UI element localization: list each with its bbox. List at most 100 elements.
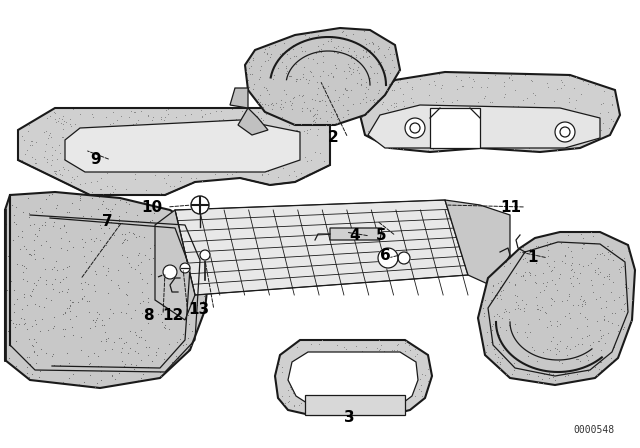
Point <box>532 125 542 132</box>
Point <box>587 117 597 125</box>
Point <box>292 126 302 133</box>
Point <box>280 142 291 150</box>
Point <box>115 139 125 146</box>
Point <box>54 361 65 368</box>
Point <box>287 99 298 107</box>
Point <box>532 301 542 308</box>
Point <box>389 103 399 110</box>
Point <box>413 385 424 392</box>
Point <box>104 190 115 197</box>
Point <box>51 118 61 125</box>
Point <box>285 97 295 104</box>
Point <box>64 374 74 381</box>
Point <box>154 255 164 263</box>
Point <box>522 370 532 377</box>
Point <box>47 280 57 287</box>
Point <box>596 358 606 366</box>
Point <box>97 146 108 154</box>
Point <box>138 370 148 377</box>
Point <box>339 373 349 380</box>
Point <box>596 335 606 342</box>
Point <box>591 132 602 139</box>
Point <box>19 316 29 323</box>
Point <box>587 115 597 122</box>
Point <box>299 98 309 105</box>
Point <box>76 151 86 158</box>
Point <box>370 95 380 102</box>
Point <box>110 200 120 207</box>
Point <box>532 306 542 313</box>
Point <box>243 112 253 119</box>
Point <box>91 166 101 173</box>
Point <box>97 246 107 253</box>
Point <box>387 144 397 151</box>
Point <box>22 127 33 134</box>
Point <box>598 120 608 127</box>
Point <box>526 76 536 83</box>
Point <box>364 52 374 60</box>
Point <box>398 90 408 97</box>
Point <box>262 43 273 50</box>
Point <box>365 74 375 82</box>
Point <box>548 257 559 264</box>
Point <box>133 150 143 157</box>
Point <box>241 165 251 172</box>
Point <box>140 143 150 151</box>
Point <box>46 161 56 168</box>
Point <box>81 279 91 286</box>
Point <box>87 195 97 202</box>
Point <box>468 137 479 144</box>
Point <box>189 148 200 155</box>
Point <box>618 254 628 262</box>
Point <box>340 358 350 365</box>
Point <box>164 273 174 280</box>
Point <box>147 217 157 224</box>
Point <box>360 90 370 97</box>
Point <box>287 105 297 112</box>
Point <box>356 409 367 417</box>
Point <box>341 31 351 39</box>
Point <box>130 266 140 273</box>
Point <box>248 54 258 61</box>
Point <box>68 106 78 113</box>
Point <box>481 328 492 335</box>
Point <box>381 358 391 365</box>
Point <box>37 209 47 216</box>
Point <box>323 38 333 45</box>
Point <box>24 336 34 343</box>
Point <box>251 145 261 152</box>
Point <box>623 248 634 255</box>
Point <box>358 54 368 61</box>
Point <box>343 408 353 415</box>
Point <box>47 143 57 151</box>
Point <box>582 353 593 360</box>
Point <box>547 122 557 129</box>
Polygon shape <box>288 352 418 405</box>
Point <box>186 129 196 136</box>
Point <box>189 237 199 244</box>
Point <box>380 124 390 131</box>
Point <box>607 100 618 108</box>
Point <box>575 358 586 365</box>
Point <box>111 117 122 124</box>
Point <box>498 286 508 293</box>
Point <box>61 156 71 164</box>
Point <box>334 93 344 100</box>
Point <box>361 41 371 48</box>
Point <box>520 254 531 261</box>
Point <box>568 272 578 279</box>
Point <box>590 269 600 276</box>
Point <box>234 160 244 168</box>
Point <box>26 137 36 144</box>
Point <box>554 358 564 365</box>
Point <box>422 378 433 385</box>
Point <box>339 366 349 374</box>
Point <box>308 117 318 125</box>
Point <box>268 105 278 112</box>
Point <box>368 41 378 48</box>
Point <box>152 310 163 317</box>
Point <box>163 304 173 311</box>
Point <box>271 99 282 107</box>
Point <box>348 68 358 75</box>
Point <box>607 278 618 285</box>
